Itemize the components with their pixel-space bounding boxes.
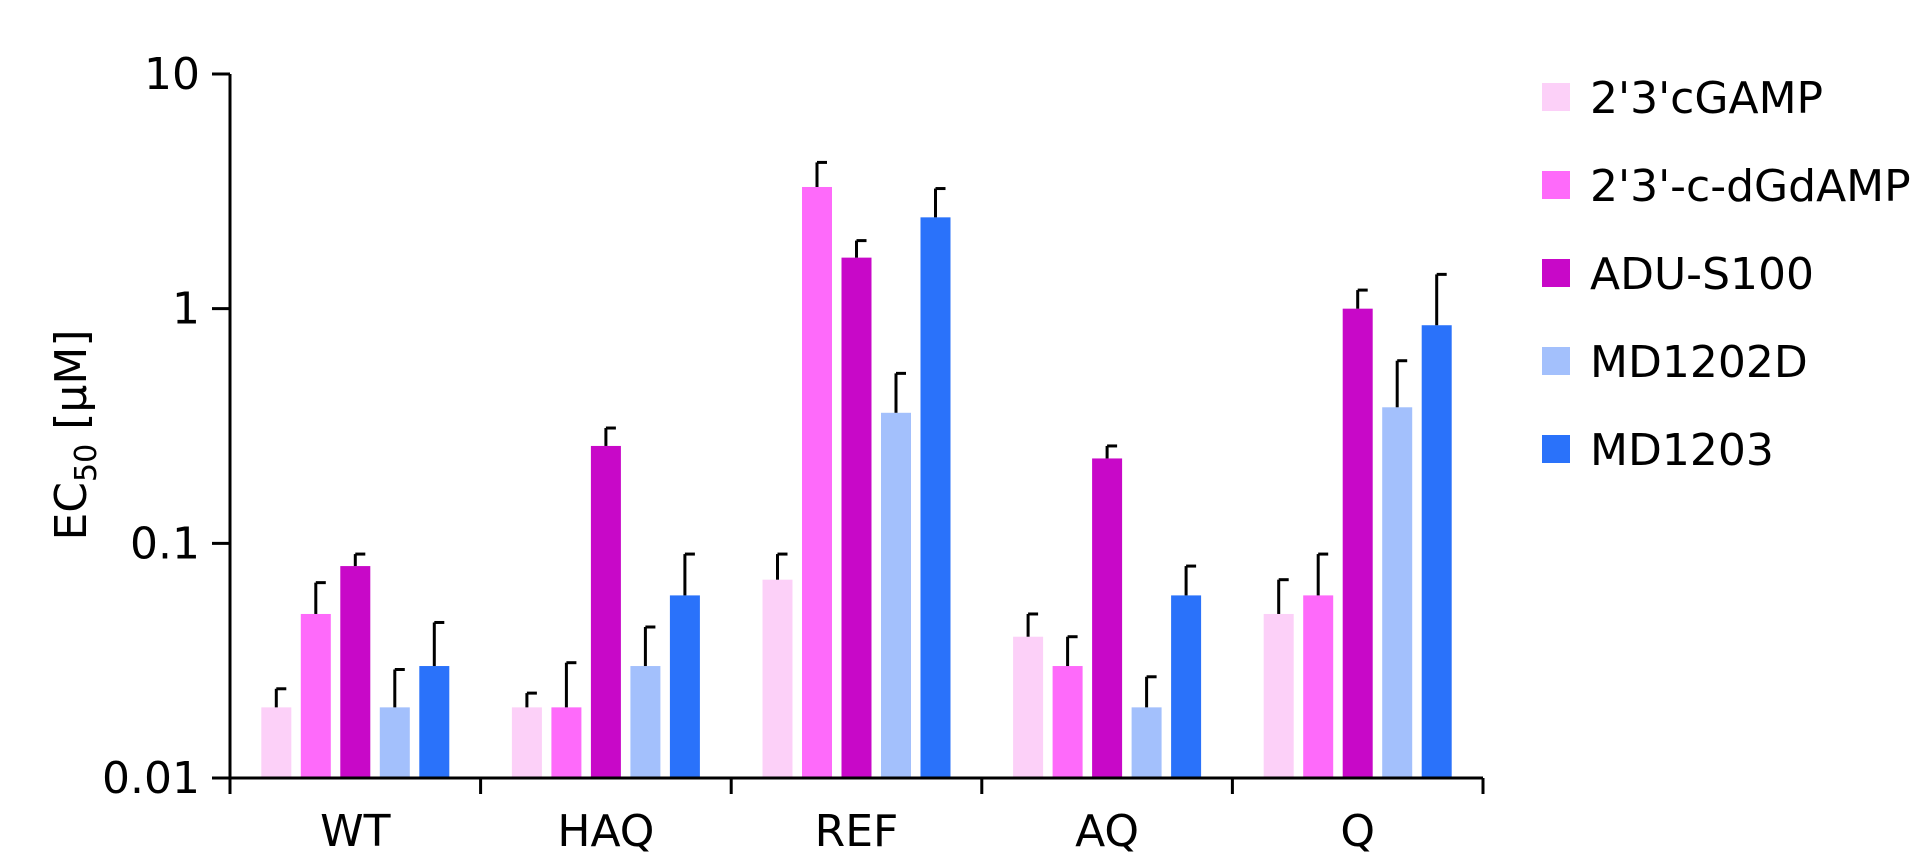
- bar: [261, 707, 292, 778]
- bar: [1013, 636, 1044, 778]
- legend-swatch: [1542, 347, 1570, 375]
- legend-label: ADU-S100: [1590, 249, 1814, 300]
- x-category-label: REF: [815, 806, 899, 857]
- legend-swatch: [1542, 171, 1570, 199]
- bar: [630, 666, 661, 778]
- x-categories-layer: WT HAQ REF AQ Q: [228, 778, 1485, 857]
- bar: [300, 613, 331, 778]
- legend: 2'3'cGAMP 2'3'-c-dGdAMP ADU-S100 MD1202D MD1…: [1542, 73, 1911, 476]
- bar: [1171, 595, 1202, 778]
- legend-label: 2'3'cGAMP: [1590, 73, 1823, 124]
- bar: [1092, 458, 1123, 778]
- x-category-label: WT: [320, 806, 391, 857]
- bar: [511, 707, 542, 778]
- bar: [841, 257, 872, 778]
- legend-swatch: [1542, 259, 1570, 287]
- y-ticks-layer: 0.01 0.1 1 10: [102, 49, 230, 804]
- bar: [551, 707, 582, 778]
- error-bars-layer: [274, 160, 1447, 708]
- bar: [1263, 613, 1294, 778]
- x-category-label: HAQ: [557, 806, 654, 857]
- legend-swatch: [1542, 435, 1570, 463]
- legend-label: MD1202D: [1590, 337, 1808, 388]
- bar: [340, 566, 371, 778]
- y-axis-label-main: EC: [46, 482, 97, 541]
- y-tick-label: 0.1: [130, 518, 200, 569]
- y-tick-label: 0.01: [102, 753, 200, 804]
- bar: [802, 186, 832, 779]
- bar: [1421, 325, 1452, 778]
- bar: [1131, 707, 1162, 778]
- bar: [1052, 666, 1083, 778]
- y-axis-label: EC50 [µM]: [46, 330, 104, 541]
- y-axis-label-subscript: 50: [69, 444, 104, 482]
- bar: [762, 579, 793, 778]
- bar: [590, 445, 621, 778]
- y-axis-label-unit: [µM]: [46, 330, 97, 444]
- bar: [1303, 595, 1334, 778]
- y-tick-label: 10: [144, 49, 200, 100]
- bar: [419, 666, 450, 778]
- bar: [881, 412, 911, 778]
- legend-label: 2'3'-c-dGdAMP: [1590, 161, 1911, 212]
- bar: [1342, 308, 1373, 778]
- bars-layer: [261, 186, 1452, 779]
- x-category-label: Q: [1340, 806, 1375, 857]
- x-category-label: AQ: [1075, 806, 1139, 857]
- bar: [920, 217, 951, 779]
- bar: [1382, 407, 1413, 778]
- legend-swatch: [1542, 83, 1570, 111]
- y-tick-label: 1: [172, 284, 200, 335]
- legend-label: MD1203: [1590, 425, 1774, 476]
- bar: [669, 595, 700, 778]
- bar: [379, 707, 410, 778]
- axes-layer: [228, 74, 1483, 780]
